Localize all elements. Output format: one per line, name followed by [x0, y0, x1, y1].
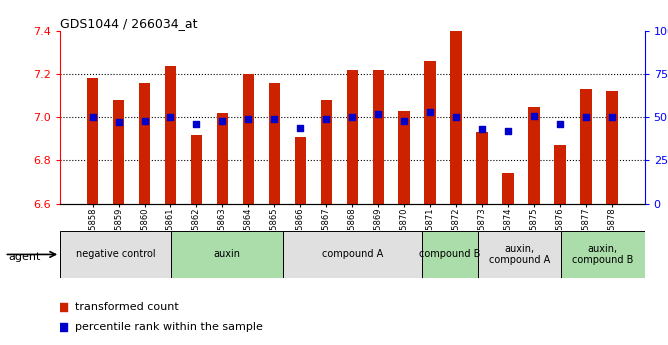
Point — [375, 183, 386, 188]
Point — [243, 116, 254, 122]
Bar — [242, 74, 255, 204]
Bar — [87, 79, 98, 204]
Bar — [216, 113, 228, 204]
Text: compound B: compound B — [419, 249, 480, 259]
Point — [347, 115, 358, 120]
FancyBboxPatch shape — [172, 231, 283, 278]
Point — [269, 116, 280, 122]
Bar — [450, 29, 462, 204]
Text: negative control: negative control — [76, 249, 156, 259]
Bar — [269, 83, 281, 204]
FancyBboxPatch shape — [478, 231, 561, 278]
Text: percentile rank within the sample: percentile rank within the sample — [75, 322, 263, 332]
Bar — [190, 135, 202, 204]
FancyBboxPatch shape — [283, 231, 422, 278]
Point — [451, 115, 462, 120]
Bar — [295, 137, 306, 204]
Point — [113, 120, 124, 125]
Bar — [607, 91, 618, 204]
Point — [581, 115, 592, 120]
Point — [217, 118, 228, 124]
Bar — [580, 89, 592, 204]
Text: agent: agent — [8, 252, 40, 262]
Text: GDS1044 / 266034_at: GDS1044 / 266034_at — [60, 17, 198, 30]
Bar — [139, 83, 150, 204]
Text: auxin,
compound B: auxin, compound B — [572, 244, 633, 265]
Bar — [373, 70, 384, 204]
Point — [88, 115, 98, 120]
Bar — [399, 111, 410, 204]
Point — [139, 118, 150, 124]
Point — [399, 118, 409, 124]
FancyBboxPatch shape — [561, 231, 645, 278]
Text: transformed count: transformed count — [75, 302, 178, 312]
Point — [425, 109, 436, 115]
Point — [321, 116, 332, 122]
Point — [295, 125, 306, 130]
Bar — [528, 107, 540, 204]
Bar — [113, 100, 124, 204]
Point — [607, 115, 617, 120]
Text: compound A: compound A — [322, 249, 383, 259]
Bar — [347, 70, 358, 204]
Bar — [164, 66, 176, 204]
FancyBboxPatch shape — [60, 231, 172, 278]
Point — [503, 128, 514, 134]
Point — [555, 121, 566, 127]
Text: auxin: auxin — [214, 249, 240, 259]
Bar — [321, 100, 332, 204]
Bar — [554, 145, 566, 204]
Bar — [476, 132, 488, 204]
Point — [373, 111, 383, 117]
Point — [165, 115, 176, 120]
Bar — [424, 61, 436, 204]
Point — [477, 127, 488, 132]
Bar — [502, 174, 514, 204]
Point — [529, 113, 540, 118]
Point — [191, 121, 202, 127]
Text: auxin,
compound A: auxin, compound A — [489, 244, 550, 265]
FancyBboxPatch shape — [422, 231, 478, 278]
Point — [375, 0, 386, 4]
